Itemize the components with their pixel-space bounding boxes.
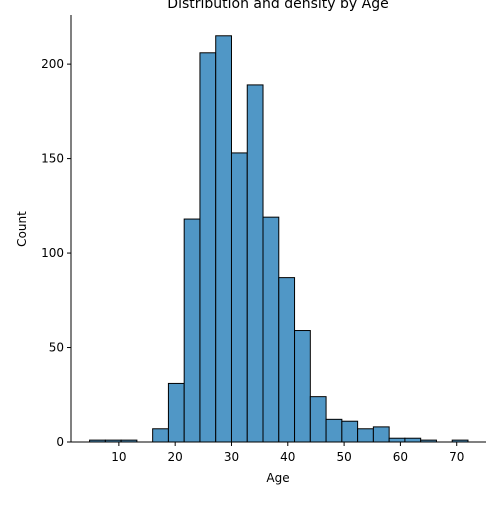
- y-tick-label: 200: [41, 57, 64, 71]
- chart-title: Distribution and density by Age: [167, 0, 388, 12]
- histogram-bar: [278, 277, 296, 443]
- histogram-bar: [183, 218, 201, 443]
- histogram-bar: [262, 216, 280, 443]
- histogram-bar: [325, 418, 343, 443]
- x-tick-label: 30: [224, 450, 239, 464]
- x-axis-label: Age: [266, 471, 289, 485]
- y-axis-label: Count: [15, 211, 29, 247]
- histogram-bar: [294, 330, 311, 443]
- histogram-bar: [341, 420, 359, 443]
- x-tick-label: 20: [168, 450, 183, 464]
- histogram-bar: [199, 52, 217, 443]
- histogram-bar: [404, 437, 422, 443]
- x-tick-label: 60: [393, 450, 408, 464]
- x-axis-ticks: 10 20 30 40 50 60 70: [111, 442, 464, 464]
- histogram-bar: [357, 428, 374, 443]
- y-tick-label: 150: [41, 152, 64, 166]
- histogram-bar: [246, 84, 264, 443]
- y-axis-ticks: 0 50 100 150 200: [41, 57, 71, 449]
- y-tick-label: 100: [41, 246, 64, 260]
- x-tick-label: 10: [111, 450, 126, 464]
- histogram-bar: [372, 426, 390, 443]
- y-tick-label: 0: [56, 435, 64, 449]
- histogram-bar: [309, 396, 327, 443]
- x-tick-label: 70: [449, 450, 464, 464]
- histogram-bar: [230, 152, 248, 443]
- x-tick-label: 40: [280, 450, 295, 464]
- histogram-bar: [388, 437, 406, 443]
- histogram-bar: [215, 35, 232, 443]
- x-tick-label: 50: [336, 450, 351, 464]
- bars-group: [89, 35, 469, 443]
- histogram-bar: [167, 382, 185, 443]
- y-tick-label: 50: [49, 341, 64, 355]
- histogram-bar: [152, 428, 169, 443]
